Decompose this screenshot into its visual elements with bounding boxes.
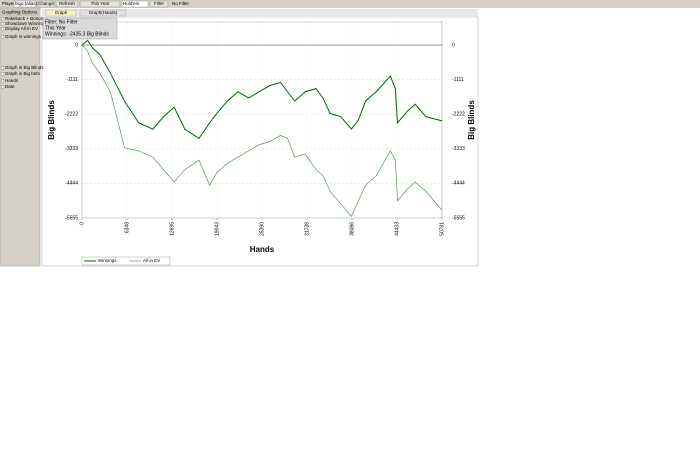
- y-tick-label: -3333: [65, 146, 78, 152]
- toolbar-button[interactable]: [37, 0, 55, 8]
- player-field[interactable]: [13, 0, 37, 8]
- checkbox[interactable]: [1, 35, 5, 39]
- x-axis-title: Hands: [250, 245, 275, 254]
- y-tick-label: -1111: [66, 77, 78, 83]
- checkbox[interactable]: [1, 72, 5, 76]
- button-label: Filter: [154, 1, 165, 6]
- x-tick-label: 12695: [169, 222, 175, 236]
- checkbox[interactable]: [1, 27, 5, 31]
- sidebar-option: Rakeback + Bonus: [5, 16, 44, 21]
- y2-tick-label: -3333: [452, 146, 465, 152]
- tab-label: Graph(Hands): [89, 10, 118, 15]
- series-line: [81, 39, 443, 140]
- y-tick-label: 0: [75, 42, 78, 48]
- series-line: [81, 44, 443, 217]
- button-label: Refresh: [59, 1, 75, 6]
- sidebar: [0, 7, 41, 267]
- x-tick-label: 31738: [304, 222, 310, 236]
- x-tick-label: 44433: [394, 222, 400, 236]
- y2-tick-label: -5555: [452, 215, 465, 221]
- sidebar-option: Display All-in EV: [5, 26, 38, 31]
- checkbox[interactable]: [1, 79, 5, 83]
- toolbar-button[interactable]: [79, 0, 121, 8]
- x-tick-label: 19043: [214, 222, 220, 236]
- sidebar-option: Date: [5, 84, 15, 89]
- tab[interactable]: [45, 9, 77, 17]
- y2-tick-label: -4444: [452, 181, 465, 187]
- y2-tick-label: 0: [452, 42, 455, 48]
- sidebar-option: Graph in winnings: [5, 34, 42, 39]
- checkbox[interactable]: [1, 85, 5, 89]
- game-select[interactable]: [121, 0, 149, 8]
- legend-label: Winnings: [98, 258, 117, 263]
- y-tick-label: -5555: [65, 215, 78, 221]
- tab-bar: [42, 9, 478, 17]
- y2-tick-label: -2222: [452, 112, 465, 118]
- checkbox[interactable]: [1, 22, 5, 26]
- sidebar-option: Graph in Big Blinds: [5, 65, 44, 70]
- button-label: This Year: [91, 1, 110, 6]
- tab-label: Graph: [55, 10, 68, 15]
- player-name: bigo (alias): [15, 1, 38, 6]
- checkbox[interactable]: [1, 17, 5, 21]
- sidebar-option: Showdown Winnings: [5, 21, 48, 26]
- x-tick-label: 50781: [439, 222, 445, 236]
- legend-label: All-in EV: [143, 258, 160, 263]
- y-tick-label: -2222: [65, 112, 78, 118]
- x-tick-label: 6348: [124, 222, 130, 233]
- filter-button[interactable]: [149, 0, 169, 8]
- y-axis-title: Big Blinds: [47, 100, 56, 140]
- y-tick-label: -4444: [65, 181, 78, 187]
- player-label: Player: [2, 1, 15, 6]
- sidebar-option: Hands: [5, 78, 19, 83]
- info-line: Filter: No Filter: [45, 19, 78, 25]
- y2-tick-label: -1111: [452, 77, 464, 83]
- x-tick-label: 25390: [259, 222, 265, 236]
- game-label: Hold'em: [123, 1, 140, 6]
- info-line: This Year: [45, 25, 66, 31]
- info-line: Winnings: -2435.3 Big Blinds: [45, 31, 109, 37]
- toolbar: [0, 0, 700, 8]
- toolbar-button[interactable]: [55, 0, 79, 8]
- tab[interactable]: [79, 9, 127, 17]
- info-box: [42, 17, 118, 40]
- x-tick-label: 38086: [349, 222, 355, 236]
- sidebar-option: Graph in Big bets: [5, 71, 41, 76]
- checkbox[interactable]: [1, 66, 5, 70]
- legend: [81, 256, 171, 266]
- filter-status: No Filter: [172, 1, 190, 6]
- button-label: Change: [38, 1, 54, 6]
- sidebar-header: [0, 9, 40, 16]
- sidebar-title: Graphing Options: [2, 10, 38, 15]
- y2-axis-title: Big Blinds: [467, 100, 476, 140]
- x-tick-label: 0: [79, 222, 85, 225]
